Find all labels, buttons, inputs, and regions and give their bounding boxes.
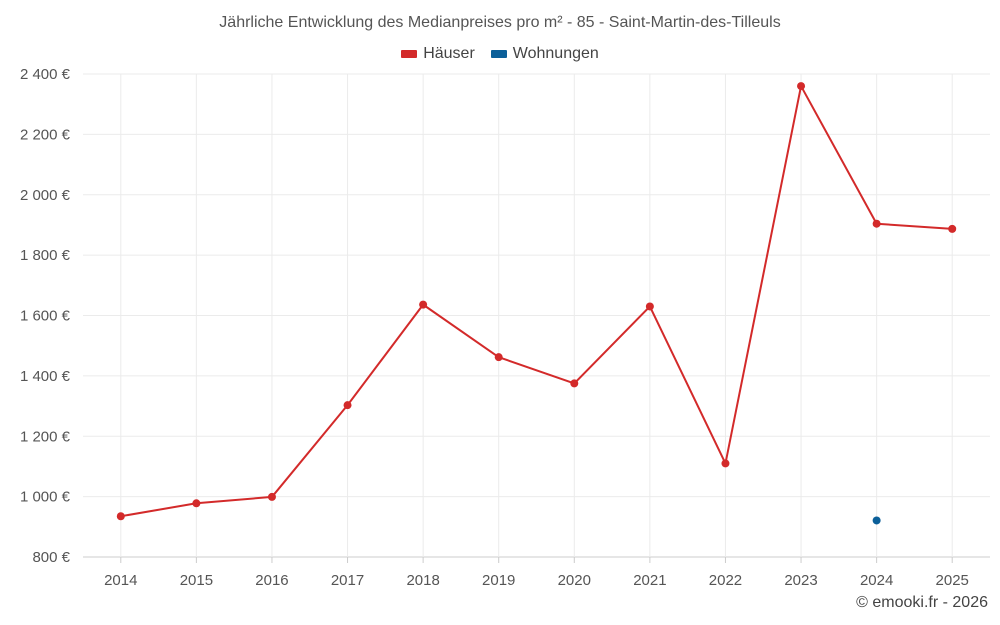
y-tick-label: 1 400 € — [20, 368, 71, 385]
x-tick-label: 2025 — [936, 572, 969, 589]
data-point-series-0 — [192, 499, 201, 508]
data-point-series-0 — [343, 401, 352, 410]
x-tick-label: 2022 — [709, 572, 742, 589]
x-tick-label: 2020 — [558, 572, 591, 589]
chart-legend: Häuser Wohnungen — [0, 45, 1000, 63]
legend-swatch-wohnungen — [490, 50, 507, 58]
data-point-series-0 — [494, 353, 503, 362]
y-tick-label: 1 600 € — [20, 308, 71, 325]
data-point-series-0 — [419, 300, 428, 309]
chart-title: Jährliche Entwicklung des Medianpreises … — [219, 14, 781, 31]
y-tick-label: 2 000 € — [20, 187, 71, 204]
y-tick-label: 1 200 € — [20, 428, 71, 445]
x-tick-label: 2018 — [406, 572, 439, 589]
legend-item-haeuser[interactable]: Häuser — [401, 45, 475, 63]
x-tick-label: 2019 — [482, 572, 515, 589]
data-point-series-0 — [948, 224, 957, 233]
data-point-series-0 — [116, 512, 125, 521]
x-tick-label: 2023 — [784, 572, 817, 589]
data-point-series-0 — [645, 302, 654, 311]
series-line-0 — [120, 85, 953, 518]
y-tick-label: 2 400 € — [20, 66, 71, 83]
data-point-series-0 — [797, 82, 806, 91]
x-tick-label: 2015 — [180, 572, 213, 589]
x-tick-label: 2021 — [633, 572, 666, 589]
data-point-series-0 — [267, 492, 276, 501]
data-point-series-1 — [872, 516, 881, 525]
y-tick-label: 2 200 € — [20, 126, 71, 143]
data-point-series-0 — [570, 379, 579, 388]
x-tick-label: 2014 — [104, 572, 137, 589]
data-point-series-0 — [872, 219, 881, 228]
y-tick-label: 1 000 € — [20, 489, 71, 506]
x-tick-label: 2017 — [331, 572, 364, 589]
data-point-series-0 — [721, 459, 730, 468]
legend-label-wohnungen: Wohnungen — [512, 45, 599, 62]
x-tick-label: 2016 — [255, 572, 288, 589]
credit-text: © emooki.fr - 2026 — [856, 594, 988, 611]
legend-item-wohnungen[interactable]: Wohnungen — [490, 45, 599, 63]
y-tick-label: 1 800 € — [20, 247, 71, 264]
legend-swatch-haeuser — [401, 50, 418, 58]
y-tick-label: 800 € — [32, 549, 70, 566]
legend-label-haeuser: Häuser — [423, 45, 475, 62]
x-tick-label: 2024 — [860, 572, 893, 589]
